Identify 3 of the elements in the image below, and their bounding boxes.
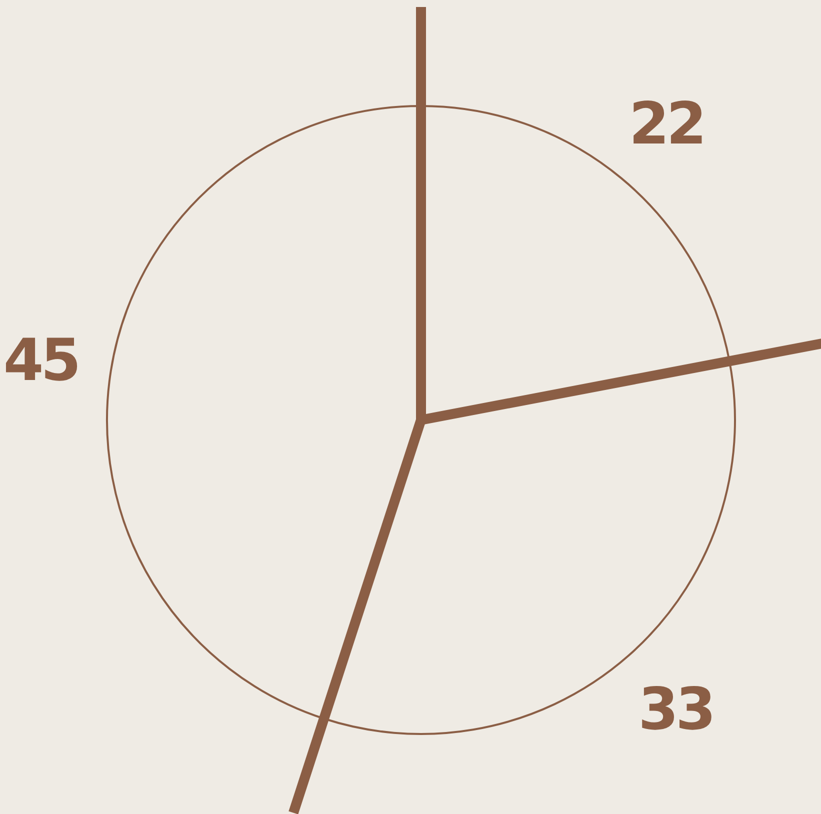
data-label: 33: [638, 674, 713, 743]
data-label: 45: [3, 326, 78, 394]
data-label: 22: [629, 89, 704, 158]
